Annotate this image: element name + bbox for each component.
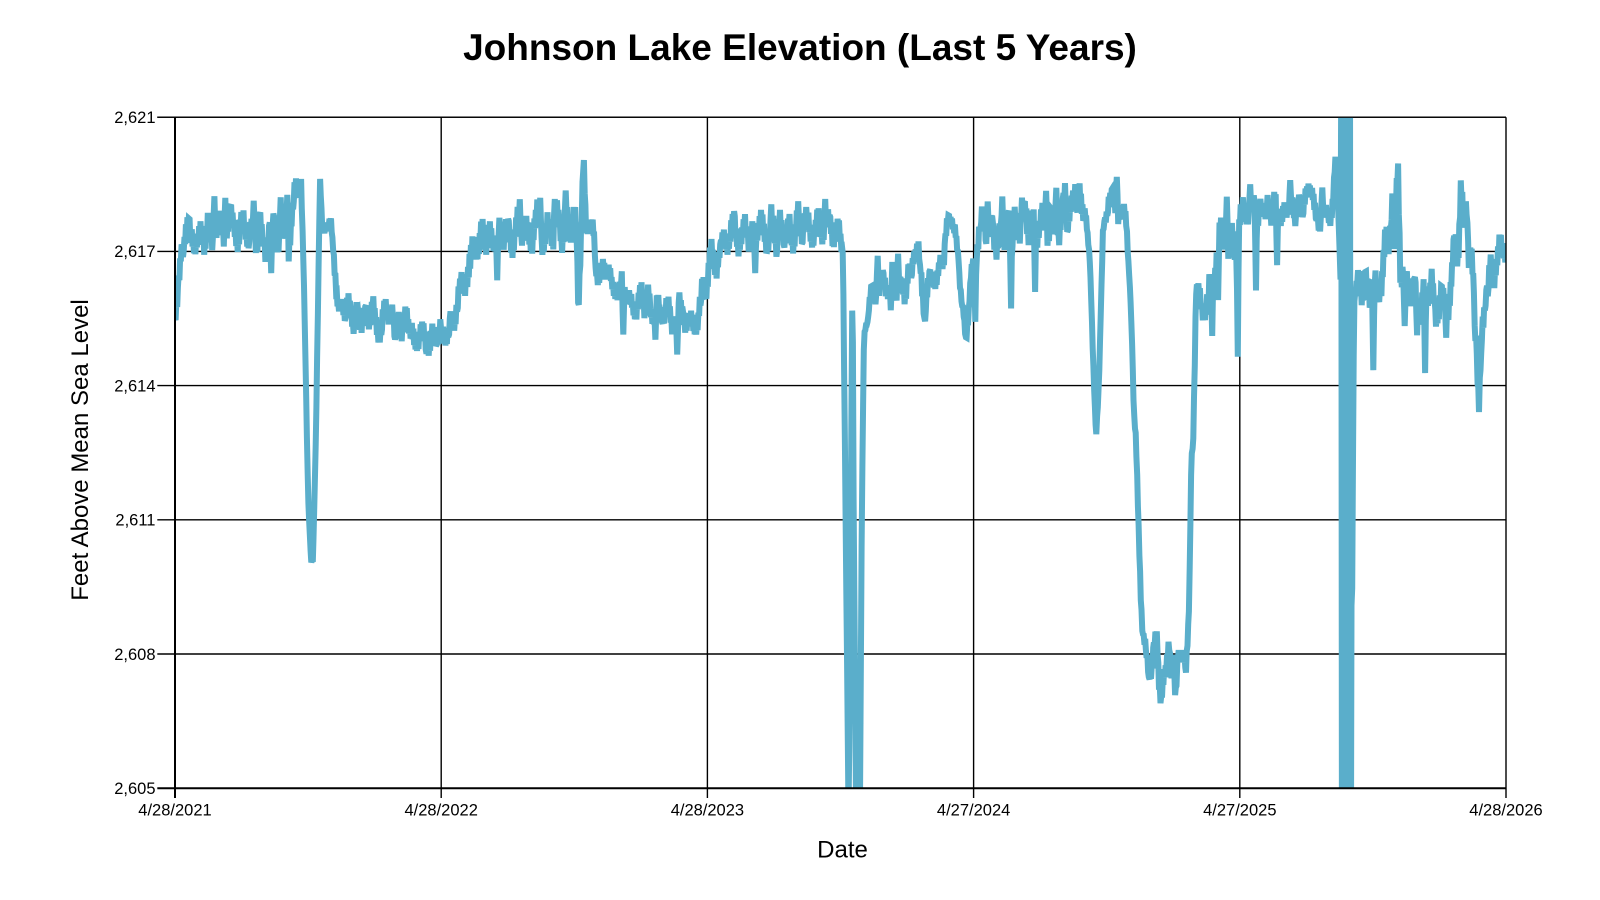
svg-text:2,605: 2,605: [114, 780, 155, 798]
svg-text:Feet Above Mean Sea Level: Feet Above Mean Sea Level: [67, 299, 94, 601]
svg-text:2,617: 2,617: [114, 243, 155, 261]
svg-text:4/28/2022: 4/28/2022: [404, 802, 477, 820]
svg-text:4/27/2025: 4/27/2025: [1203, 802, 1276, 820]
svg-text:Johnson Lake Elevation (Last 5: Johnson Lake Elevation (Last 5 Years): [463, 27, 1137, 68]
svg-text:4/28/2026: 4/28/2026: [1469, 802, 1542, 820]
svg-text:4/28/2023: 4/28/2023: [671, 802, 744, 820]
svg-text:2,621: 2,621: [114, 109, 155, 127]
svg-text:4/27/2024: 4/27/2024: [937, 802, 1010, 820]
svg-text:2,614: 2,614: [114, 377, 155, 395]
svg-text:2,611: 2,611: [115, 512, 155, 530]
svg-text:4/28/2021: 4/28/2021: [138, 802, 211, 820]
svg-text:Date: Date: [817, 837, 868, 864]
svg-text:2,608: 2,608: [114, 646, 155, 664]
